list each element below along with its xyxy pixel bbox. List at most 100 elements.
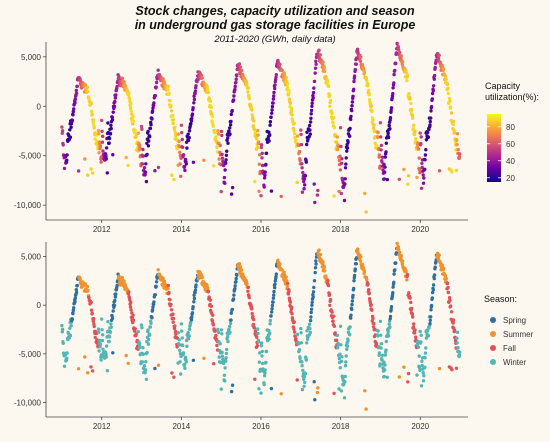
bottom-x-tick-label: 2014 [172,422,190,431]
bottom-data-point [152,300,156,304]
top-data-point [346,140,350,145]
bottom-data-point [301,368,305,373]
bottom-data-point [326,283,331,288]
bottom-data-point [145,350,149,355]
bottom-points [60,241,462,411]
top-data-point [397,177,401,181]
bottom-data-point [270,307,274,311]
top-data-point [131,114,135,119]
bottom-data-point [436,256,441,260]
top-data-point [253,131,258,135]
bottom-data-point [451,321,455,325]
bottom-data-point [455,336,459,340]
top-data-point [72,107,76,111]
top-data-point [350,100,355,104]
top-data-point [86,173,90,177]
bottom-data-point [427,326,431,330]
bottom-data-point [342,396,347,400]
top-data-point [215,145,219,149]
bottom-data-point [131,318,136,322]
top-data-point [457,155,462,159]
bottom-data-point [349,313,353,317]
bottom-data-point [101,347,105,351]
top-data-point [78,78,82,82]
top-data-point [264,162,268,167]
top-data-point [450,170,454,174]
top-y-ticks: 5,000 0 -5,000 -10,000 [14,53,46,210]
bottom-data-point [332,314,336,318]
bottom-data-point [107,339,111,344]
top-y-tick-label: 0 [37,102,42,111]
bottom-data-point [392,280,396,284]
top-data-point [400,62,404,66]
bottom-data-point [169,308,174,312]
top-data-point [166,87,170,92]
top-data-point [240,68,244,73]
bottom-y-tick-label: -10,000 [14,398,42,407]
bottom-data-point [220,332,224,336]
top-data-point [268,123,272,127]
top-data-point [206,87,210,91]
top-data-point [172,177,176,182]
top-x-tick-label: 2016 [252,225,270,234]
bottom-data-point [397,375,401,379]
bottom-data-point [405,273,410,277]
bottom-data-point [284,275,288,279]
bottom-data-point [167,290,171,295]
top-data-point [181,145,185,149]
bottom-data-point [181,351,186,355]
top-data-point [70,118,75,123]
top-data-point [345,149,349,153]
bottom-data-point [300,360,304,364]
bottom-data-point [257,387,261,391]
bottom-data-point [183,366,187,370]
bottom-data-point [348,325,352,329]
top-data-point [393,68,397,73]
bottom-data-point [311,295,315,299]
top-data-point [85,85,90,90]
top-data-point [237,62,242,66]
bottom-data-point [237,262,242,266]
top-data-point [270,108,274,112]
bottom-data-point [192,293,196,297]
bottom-data-point [338,366,342,370]
bottom-data-point [250,307,254,311]
bottom-data-point [267,337,271,341]
bottom-data-point [68,326,72,330]
top-data-point [448,99,452,103]
bottom-data-point [407,291,411,295]
bottom-data-point [326,278,330,283]
top-data-point [376,135,380,140]
top-data-point [344,156,348,160]
bottom-data-point [149,321,153,325]
top-data-point [339,191,343,196]
top-data-point [423,167,427,171]
top-data-point [383,155,387,159]
top-data-point [220,156,225,160]
top-data-point [252,127,257,132]
bottom-data-point [350,302,354,307]
bottom-data-point [60,327,65,331]
top-data-point [99,160,103,164]
bottom-data-point [179,372,183,376]
bottom-data-point [230,383,235,387]
bottom-data-point [411,325,416,329]
top-data-point [192,97,197,102]
top-data-point [255,145,260,150]
bottom-data-point [428,321,432,326]
bottom-data-point [328,297,333,302]
top-data-point [190,116,194,121]
bottom-data-point [180,336,184,340]
top-data-point [271,101,275,105]
bottom-data-point [335,333,339,338]
bottom-data-point [100,317,104,321]
top-data-point [378,121,383,125]
bottom-y-tick-label: 5,000 [21,253,42,262]
top-data-point [374,144,379,148]
bottom-data-point [269,314,273,318]
top-data-point [350,104,354,108]
bottom-data-point [190,311,195,315]
bottom-data-point [83,355,87,359]
bottom-data-point [313,266,318,270]
